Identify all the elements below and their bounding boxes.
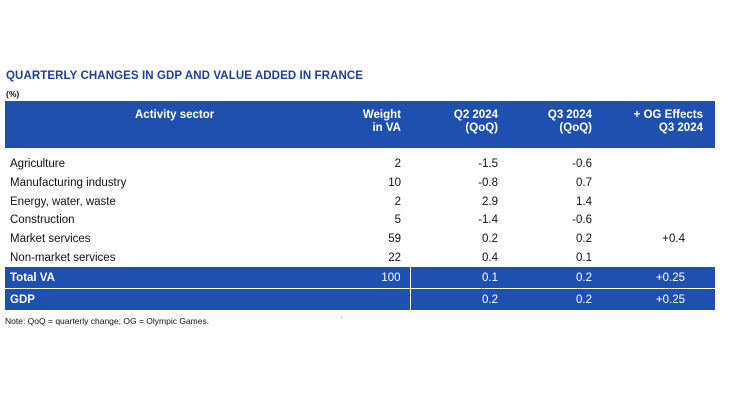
q3-cell: 1.4 xyxy=(576,195,592,208)
q2-cell: -1.5 xyxy=(478,158,498,171)
header-q2-line1: Q2 2024 xyxy=(453,109,498,121)
header-q3: Q3 2024 (QoQ) xyxy=(506,101,598,148)
q2-cell: 0.4 xyxy=(482,251,498,264)
q3-cell: -0.6 xyxy=(572,214,592,227)
table-row: Energy, water, waste 2 2.9 1.4 xyxy=(5,192,715,211)
og-cell xyxy=(598,174,715,193)
table-row: Non-market services 22 0.4 0.1 xyxy=(5,248,715,267)
weight-cell: 100 xyxy=(350,267,411,290)
header-weight-line1: Weight xyxy=(362,109,401,121)
weight-cell: 22 xyxy=(388,251,401,264)
gdp-table: Activity sector Weight in VA Q2 2024 (Qo… xyxy=(5,101,715,311)
sector-cell: Construction xyxy=(10,214,75,227)
table-row: Market services 59 0.2 0.2 +0.4 xyxy=(5,230,715,249)
header-q3-line1: Q3 2024 xyxy=(547,109,592,121)
table-title: QUARTERLY CHANGES IN GDP AND VALUE ADDED… xyxy=(6,70,364,82)
weight-cell: 2 xyxy=(394,195,401,208)
og-cell: +0.4 xyxy=(662,233,685,246)
table-row: Agriculture 2 -1.5 -0.6 xyxy=(5,155,715,174)
weight-cell: 59 xyxy=(388,233,401,246)
q2-cell: 2.9 xyxy=(482,195,498,208)
sector-cell: Agriculture xyxy=(10,158,65,171)
sector-cell: Non-market services xyxy=(10,251,116,264)
header-weight-line2: in VA xyxy=(372,122,401,134)
q2-cell: 0.1 xyxy=(410,267,506,290)
header-q2: Q2 2024 (QoQ) xyxy=(410,101,506,148)
sector-cell: Manufacturing industry xyxy=(10,177,127,190)
sector-cell: Total VA xyxy=(5,267,350,290)
header-og-line2: Q3 2024 xyxy=(658,122,703,134)
q2-cell: 0.2 xyxy=(482,233,498,246)
q2-cell: -1.4 xyxy=(478,214,498,227)
q3-cell: 0.2 xyxy=(506,267,598,290)
table-row: Construction 5 -1.4 -0.6 xyxy=(5,211,715,230)
unit-label: (%) xyxy=(6,89,20,99)
table-header: Activity sector Weight in VA Q2 2024 (Qo… xyxy=(5,101,715,148)
header-weight: Weight in VA xyxy=(350,101,410,148)
table-body: Agriculture 2 -1.5 -0.6 Manufacturing in… xyxy=(5,148,715,311)
sector-cell: Energy, water, waste xyxy=(10,195,116,208)
og-cell xyxy=(598,211,715,230)
og-cell: +0.25 xyxy=(598,288,715,311)
table-note: Note: QoQ = quarterly change; OG = Olymp… xyxy=(5,316,210,326)
q2-cell: 0.2 xyxy=(410,288,506,311)
q3-cell: 0.1 xyxy=(576,251,592,264)
og-cell xyxy=(598,248,715,267)
sector-cell: GDP xyxy=(5,288,350,311)
og-cell xyxy=(598,155,715,174)
q3-cell: 0.7 xyxy=(576,177,592,190)
weight-cell: 5 xyxy=(394,214,401,227)
header-q3-line2: (QoQ) xyxy=(559,122,592,134)
weight-cell: 2 xyxy=(394,158,401,171)
q2-cell: -0.8 xyxy=(478,177,498,190)
q3-cell: 0.2 xyxy=(506,288,598,311)
og-cell: +0.25 xyxy=(598,267,715,290)
total-va-row: Total VA 100 0.1 0.2 +0.25 xyxy=(5,267,715,290)
decorative-dot xyxy=(341,317,342,318)
header-q2-line2: (QoQ) xyxy=(465,122,498,134)
table-row: Manufacturing industry 10 -0.8 0.7 xyxy=(5,174,715,193)
weight-cell: 10 xyxy=(388,177,401,190)
og-cell xyxy=(598,192,715,211)
header-og: + OG Effects Q3 2024 xyxy=(598,101,715,148)
sector-cell: Market services xyxy=(10,233,91,246)
spacer-row xyxy=(5,148,715,155)
weight-cell xyxy=(350,288,411,311)
q3-cell: -0.6 xyxy=(572,158,592,171)
header-sector: Activity sector xyxy=(5,101,350,148)
gdp-row: GDP 0.2 0.2 +0.25 xyxy=(5,288,715,311)
q3-cell: 0.2 xyxy=(576,233,592,246)
header-og-line1: + OG Effects xyxy=(633,109,703,121)
